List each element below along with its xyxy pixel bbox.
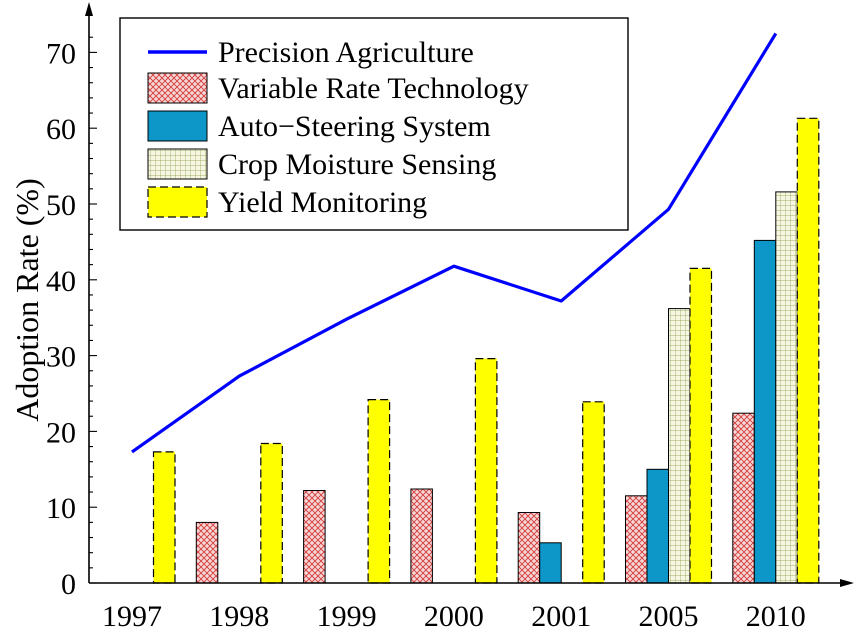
legend-swatch-variable-rate-technology [147, 72, 208, 104]
y-tick-label-50: 50 [46, 189, 76, 222]
x-tick-label-1999: 1999 [317, 600, 377, 633]
y-tick-label-10: 10 [46, 492, 76, 525]
x-ticks: 1997 1998 1999 2000 2001 2005 2010 [102, 600, 806, 633]
legend-label-variable-rate-technology: Variable Rate Technology [218, 72, 529, 105]
y-tick-label-0: 0 [61, 568, 76, 601]
y-tick-label-30: 30 [46, 341, 76, 374]
bar-yield-monitoring-1998 [260, 442, 283, 584]
legend: Precision Agriculture Variable Rate Tech… [119, 17, 629, 231]
x-tick-label-2001: 2001 [531, 600, 591, 633]
bar-crop-moisture-sensing-2005 [668, 308, 691, 584]
legend-swatch-auto-steering-system [147, 110, 208, 142]
bar-variable-rate-technology-2000 [410, 488, 433, 584]
y-ticks: 0 10 20 30 40 50 60 70 [46, 36, 97, 601]
bar-yield-monitoring-1997 [152, 451, 176, 584]
y-axis-arrow [85, 2, 93, 16]
bar-yield-monitoring-1999 [367, 399, 391, 584]
x-tick-label-2005: 2005 [639, 600, 699, 633]
y-tick-label-70: 70 [46, 37, 76, 70]
bar-variable-rate-technology-2005 [625, 495, 648, 584]
legend-label-yield-monitoring: Yield Monitoring [218, 186, 427, 219]
bar-auto-steering-system-2010 [753, 239, 777, 584]
legend-swatch-crop-moisture-sensing [147, 148, 208, 180]
y-tick-label-20: 20 [46, 416, 76, 449]
bar-variable-rate-technology-2001 [517, 512, 541, 584]
bars-layer [152, 117, 820, 584]
bar-variable-rate-technology-1999 [303, 490, 326, 584]
bar-variable-rate-technology-1998 [195, 521, 219, 584]
bar-crop-moisture-sensing-2010 [775, 191, 798, 584]
y-tick-label-40: 40 [46, 265, 76, 298]
bar-variable-rate-technology-2010 [732, 412, 755, 584]
legend-label-auto-steering-system: Auto−Steering System [218, 110, 491, 143]
x-tick-label-2000: 2000 [424, 600, 484, 633]
x-tick-label-1998: 1998 [209, 600, 269, 633]
x-tick-label-1997: 1997 [102, 600, 162, 633]
y-axis-label: Adoption Rate (%) [9, 178, 45, 422]
y-tick-label-60: 60 [46, 113, 76, 146]
bar-yield-monitoring-2010 [796, 117, 820, 584]
bar-yield-monitoring-2000 [474, 358, 498, 584]
bar-auto-steering-system-2005 [646, 468, 669, 584]
legend-swatch-yield-monitoring [147, 186, 208, 218]
bar-yield-monitoring-2005 [689, 267, 713, 584]
x-axis-arrow [840, 579, 854, 587]
line-precision-agriculture [131, 32, 778, 454]
legend-label-precision-agriculture: Precision Agriculture [218, 36, 474, 69]
legend-label-crop-moisture-sensing: Crop Moisture Sensing [218, 148, 496, 181]
bar-auto-steering-system-2001 [539, 542, 562, 584]
bar-yield-monitoring-2001 [582, 401, 605, 584]
x-tick-label-2010: 2010 [746, 600, 806, 633]
